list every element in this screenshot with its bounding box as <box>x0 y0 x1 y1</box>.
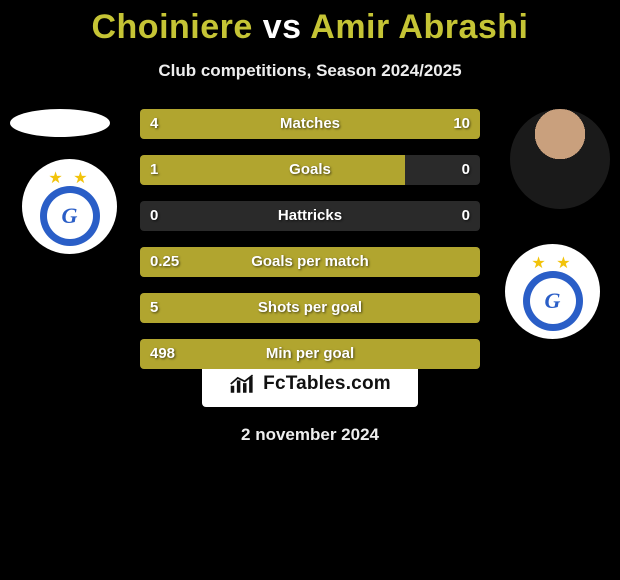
stat-label: Shots per goal <box>140 293 480 323</box>
crest-monogram: G <box>47 193 93 239</box>
stat-label: Goals <box>140 155 480 185</box>
subtitle: Club competitions, Season 2024/2025 <box>0 61 620 81</box>
stat-label: Min per goal <box>140 339 480 369</box>
stat-row: 410Matches <box>140 109 480 139</box>
star-icon: ★ ★ <box>531 253 573 273</box>
vs-separator: vs <box>263 8 302 46</box>
stat-row: 5Shots per goal <box>140 293 480 323</box>
player1-club-crest: ★ ★ G <box>22 159 117 254</box>
stat-row: 00Hattricks <box>140 201 480 231</box>
stats-bars: 410Matches 10Goals 00Hattricks 0.25Goals pe… <box>140 109 480 385</box>
stat-row: 0.25Goals per match <box>140 247 480 277</box>
star-icon: ★ ★ <box>48 168 90 188</box>
stat-row: 10Goals <box>140 155 480 185</box>
stat-row: 498Min per goal <box>140 339 480 369</box>
player2-avatar <box>510 109 610 209</box>
player2-name: Amir Abrashi <box>310 8 528 46</box>
stat-label: Matches <box>140 109 480 139</box>
footer-date: 2 november 2024 <box>0 425 620 445</box>
player1-name: Choiniere <box>91 8 252 46</box>
page-title: Choiniere vs Amir Abrashi <box>0 0 620 47</box>
player2-club-crest: ★ ★ G <box>505 244 600 339</box>
stat-label: Hattricks <box>140 201 480 231</box>
crest-monogram: G <box>530 278 576 324</box>
player1-avatar <box>10 109 110 137</box>
stat-label: Goals per match <box>140 247 480 277</box>
